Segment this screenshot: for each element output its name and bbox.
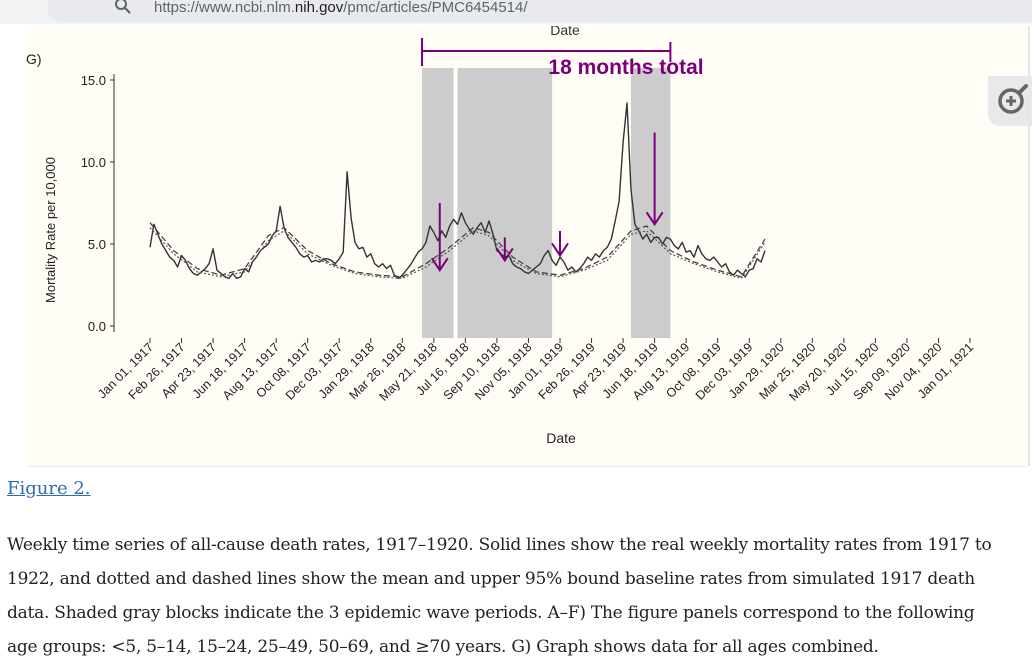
caption-line: age groups: <5, 5–14, 15–24, 25–49, 50–6…: [7, 637, 879, 657]
search-icon: [115, 0, 131, 14]
series-solid-line: [149, 102, 766, 280]
purple-arrow-head: [645, 211, 664, 227]
caption-line: data. Shaded gray blocks indicate the 3 …: [7, 603, 975, 623]
zoom-in-icon: [998, 84, 1028, 114]
panel-label: G): [26, 51, 42, 67]
series-dashed-line: [149, 222, 766, 278]
figure-caption: Weekly time series of all-cause death ra…: [7, 528, 1032, 664]
y-tick-label: 5.0: [88, 237, 106, 252]
y-axis-title: Mortality Rate per 10,000: [43, 157, 58, 303]
caption-line: Weekly time series of all-cause death ra…: [7, 535, 992, 555]
purple-arrow-head: [495, 247, 514, 263]
url-field[interactable]: https://www.ncbi.nlm.nih.gov/pmc/article…: [48, 0, 1032, 22]
figure-link[interactable]: Figure 2.: [7, 478, 91, 499]
purple-arrow-head: [430, 257, 449, 273]
epidemic-wave-block: [422, 68, 454, 338]
browser-address-bar: https://www.ncbi.nlm.nih.gov/pmc/article…: [0, 0, 1032, 24]
url-text: https://www.ncbi.nlm.nih.gov/pmc/article…: [154, 0, 528, 16]
epidemic-wave-block: [457, 68, 553, 338]
previous-panel-axis-title: Date: [550, 26, 580, 38]
bracket-annotation: 18 months total: [548, 56, 703, 79]
series-dotted-line: [149, 227, 766, 279]
zoom-button[interactable]: [988, 76, 1032, 126]
mortality-chart: Date G) Mortality Rate per 10,000 Date 0…: [26, 26, 976, 446]
y-tick-label: 10.0: [81, 155, 106, 170]
x-axis-title: Date: [546, 430, 576, 446]
y-tick-label: 0.0: [88, 319, 106, 334]
figure-panel: Date G) Mortality Rate per 10,000 Date 0…: [26, 26, 1032, 467]
caption-line: 1922, and dotted and dashed lines show t…: [7, 569, 975, 589]
y-tick-label: 15.0: [81, 73, 106, 88]
epidemic-wave-block: [630, 68, 671, 338]
purple-arrow-head: [551, 242, 569, 258]
